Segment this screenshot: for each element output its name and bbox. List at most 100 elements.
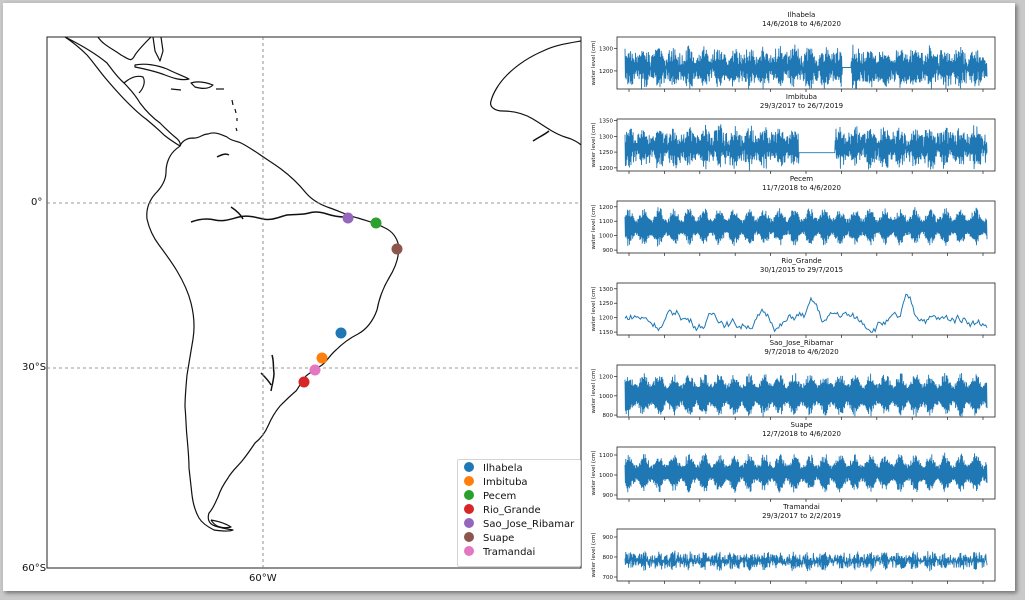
- orinoco-river: [216, 153, 230, 158]
- parana-river: [270, 354, 275, 392]
- lon-label-60w: 60°W: [249, 573, 277, 584]
- station-marker: [316, 352, 328, 364]
- series-line: [624, 372, 988, 417]
- panel-title: Ilhabela: [787, 11, 816, 19]
- station-marker: [298, 376, 310, 388]
- gulf-coast: [97, 37, 152, 61]
- south-america-map: [46, 36, 582, 569]
- legend-label: Sao_Jose_Ribamar: [483, 519, 575, 530]
- panel-date-range: 30/1/2015 to 29/7/2015: [759, 266, 844, 274]
- legend-label: Ilhabela: [483, 463, 523, 474]
- legend-item-sao-jose-ribamar: Sao_Jose_Ribamar: [464, 518, 574, 532]
- y-tick-label: 1200: [599, 316, 613, 322]
- y-tick-label: 1250: [599, 301, 613, 307]
- timeseries-plot: water level (cm) 1100 1000 900: [591, 446, 996, 502]
- timeseries-plot: water level (cm) 1300 1250 1200 1150: [591, 282, 996, 338]
- y-tick-label: 1100: [599, 453, 613, 459]
- series-line: [624, 124, 988, 171]
- y-axis-label: water level (cm): [591, 205, 597, 250]
- panel-title: Tramandai: [783, 503, 820, 511]
- y-axis-label: water level (cm): [591, 533, 597, 578]
- lesser-antilles: [231, 99, 238, 132]
- legend-label: Rio_Grande: [483, 505, 541, 516]
- y-tick-label: 1100: [599, 219, 613, 225]
- lat-label-60s: 60°S: [22, 563, 47, 574]
- y-axis-label: water level (cm): [591, 369, 597, 414]
- station-markers: [298, 212, 403, 388]
- y-axis-label: water level (cm): [591, 41, 597, 86]
- y-tick-label: 1000: [599, 394, 613, 400]
- hispaniola: [190, 81, 214, 89]
- lat-label-0: 0°: [31, 197, 43, 208]
- timeseries-plot: water level (cm) 1200 1100 1000 900: [591, 200, 996, 256]
- y-tick-label: 800: [603, 555, 614, 561]
- y-tick-label: 1300: [599, 134, 613, 140]
- florida: [152, 37, 164, 62]
- amazon-tributary: [230, 206, 244, 220]
- y-tick-label: 1300: [599, 46, 613, 52]
- y-tick-label: 1350: [599, 119, 613, 125]
- map-legend: Ilhabela Imbituba Pecem Rio_Grande Sao_J…: [457, 459, 581, 567]
- y-tick-label: 1250: [599, 150, 613, 156]
- legend-item-ilhabela: Ilhabela: [464, 462, 523, 476]
- series-line: [624, 452, 988, 493]
- y-axis-label: water level (cm): [591, 123, 597, 168]
- legend-label: Tramandai: [483, 547, 536, 558]
- legend-marker: [464, 546, 474, 556]
- parana-tributary: [260, 372, 272, 386]
- tierra-del-fuego: [210, 519, 232, 529]
- panel-title: Suape: [790, 421, 813, 429]
- panel-date-range: 12/7/2018 to 4/6/2020: [762, 430, 841, 438]
- legend-item-imbituba: Imbituba: [464, 476, 528, 490]
- jamaica: [170, 88, 182, 91]
- timeseries-panel-sao-jose-ribamar: Sao_Jose_Ribamar 9/7/2018 to 4/6/2020 wa…: [581, 339, 1011, 421]
- legend-marker: [464, 532, 474, 542]
- africa-inland-lake: [532, 130, 550, 142]
- panel-date-range: 29/3/2017 to 2/2/2019: [762, 512, 841, 520]
- series-line: [624, 550, 988, 572]
- panel-date-range: 14/6/2018 to 4/6/2020: [762, 20, 841, 28]
- y-tick-label: 900: [603, 248, 614, 254]
- station-marker: [335, 327, 347, 339]
- legend-label: Imbituba: [483, 477, 528, 488]
- series-line: [624, 44, 988, 89]
- timeseries-panel-suape: Suape 12/7/2018 to 4/6/2020 water level …: [581, 421, 1011, 503]
- south-america-coast: [146, 132, 400, 532]
- panel-date-range: 11/7/2018 to 4/6/2020: [762, 184, 841, 192]
- y-tick-label: 1200: [599, 166, 613, 172]
- y-tick-label: 1200: [599, 205, 613, 211]
- figure-sheet: 0° 30°S 60°S 60°W Ilhabela Imbituba Pece…: [3, 3, 1015, 591]
- panel-title: Sao_Jose_Ribamar: [769, 339, 834, 347]
- y-tick-label: 1000: [599, 473, 613, 479]
- panel-title: Pecem: [789, 175, 814, 183]
- panel-title: Rio_Grande: [781, 257, 822, 265]
- y-tick-label: 900: [603, 535, 614, 541]
- timeseries-plot: water level (cm) 1200 1000 800: [591, 364, 996, 420]
- cuba: [134, 63, 190, 81]
- station-marker: [342, 212, 354, 224]
- legend-item-rio-grande: Rio_Grande: [464, 504, 541, 518]
- series-line: [624, 293, 988, 333]
- panel-date-range: 9/7/2018 to 4/6/2020: [764, 348, 839, 356]
- y-tick-label: 800: [603, 413, 614, 419]
- y-tick-label: 1000: [599, 234, 613, 240]
- y-axis-label: water level (cm): [591, 451, 597, 496]
- legend-marker: [464, 462, 474, 472]
- timeseries-plot: water level (cm)1350 1300 1250 1200: [591, 119, 996, 174]
- timeseries-plot: water level (cm) 1300 1200: [591, 36, 996, 92]
- timeseries-panel-tramandai: Tramandai 29/3/2017 to 2/2/2019 water le…: [581, 503, 1011, 585]
- legend-marker: [464, 518, 474, 528]
- timeseries-panel-imbituba: Imbituba 29/3/2017 to 26/7/2019 water le…: [581, 93, 1011, 175]
- y-tick-label: 1150: [599, 330, 613, 336]
- timeseries-plot: water level (cm) 900 800 700: [591, 528, 996, 584]
- legend-item-suape: Suape: [464, 532, 514, 546]
- y-axis-label: water level (cm): [591, 287, 597, 332]
- station-marker: [370, 217, 382, 229]
- y-tick-label: 700: [603, 575, 614, 581]
- legend-marker: [464, 490, 474, 500]
- timeseries-panel-pecem: Pecem 11/7/2018 to 4/6/2020 water level …: [581, 175, 1011, 257]
- yucatan: [123, 75, 145, 94]
- panel-title: Imbituba: [785, 93, 818, 101]
- legend-marker: [464, 476, 474, 486]
- y-tick-label: 1200: [599, 375, 613, 381]
